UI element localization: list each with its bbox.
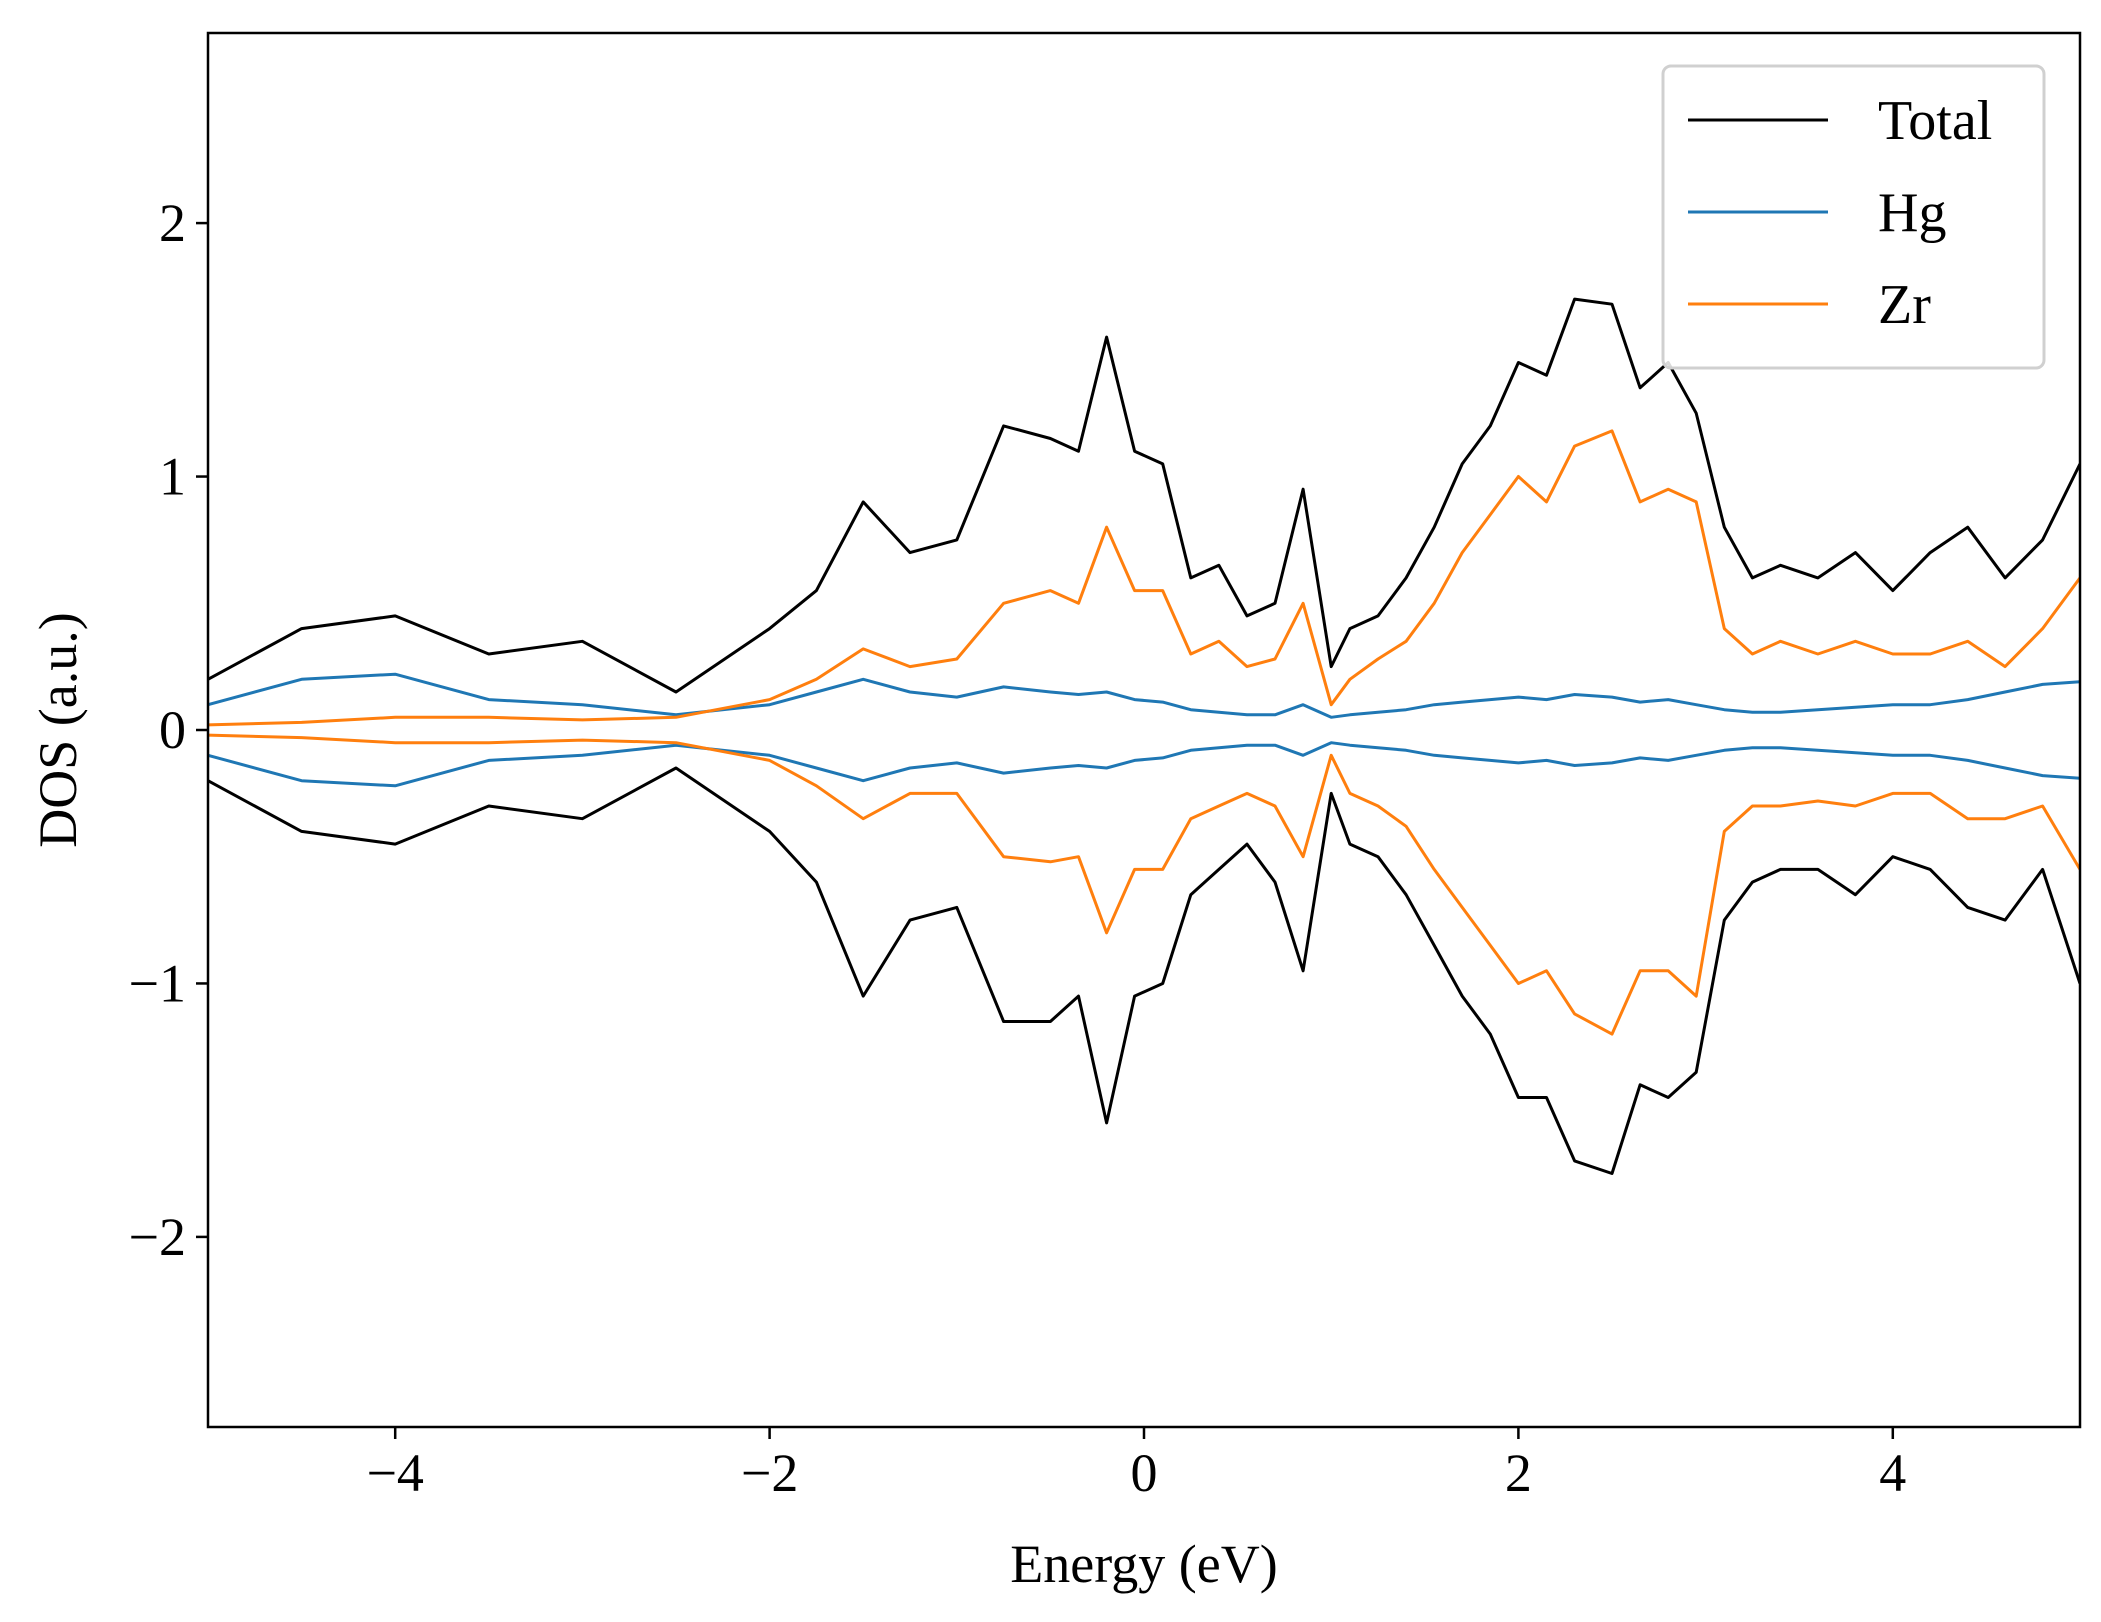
series-line-total-up xyxy=(208,297,2080,694)
series-line-hg-up xyxy=(208,672,2080,719)
x-axis-label: Energy (eV) xyxy=(1010,1534,1277,1594)
x-tick-label: −2 xyxy=(741,1443,798,1503)
x-tick-label: 2 xyxy=(1505,1443,1532,1503)
legend-box xyxy=(1661,64,2046,370)
y-tick-label: 2 xyxy=(159,193,186,253)
y-axis-ticks: −2 −1 0 1 2 xyxy=(129,193,208,1267)
y-tick-label: 0 xyxy=(159,700,186,760)
y-tick-label: −2 xyxy=(129,1207,186,1267)
legend-label-zr: Zr xyxy=(1878,274,1931,336)
y-axis-label: DOS (a.u.) xyxy=(28,612,88,847)
series-line-total-down xyxy=(208,766,2080,1175)
x-axis-ticks: −4 −2 0 2 4 xyxy=(366,1427,1906,1503)
series-layer xyxy=(208,297,2080,1175)
y-tick-label: −1 xyxy=(129,953,186,1013)
x-tick-label: 4 xyxy=(1879,1443,1906,1503)
legend-label-total: Total xyxy=(1878,90,1992,152)
series-line-hg-down xyxy=(208,741,2080,788)
legend-label-hg: Hg xyxy=(1878,182,1946,244)
y-tick-label: 1 xyxy=(159,447,186,507)
legend: Total Hg Zr xyxy=(1661,64,2046,370)
x-tick-label: −4 xyxy=(366,1443,423,1503)
series-line-zr-up xyxy=(208,429,2080,727)
x-tick-label: 0 xyxy=(1131,1443,1158,1503)
series-line-zr-down xyxy=(208,733,2080,1036)
